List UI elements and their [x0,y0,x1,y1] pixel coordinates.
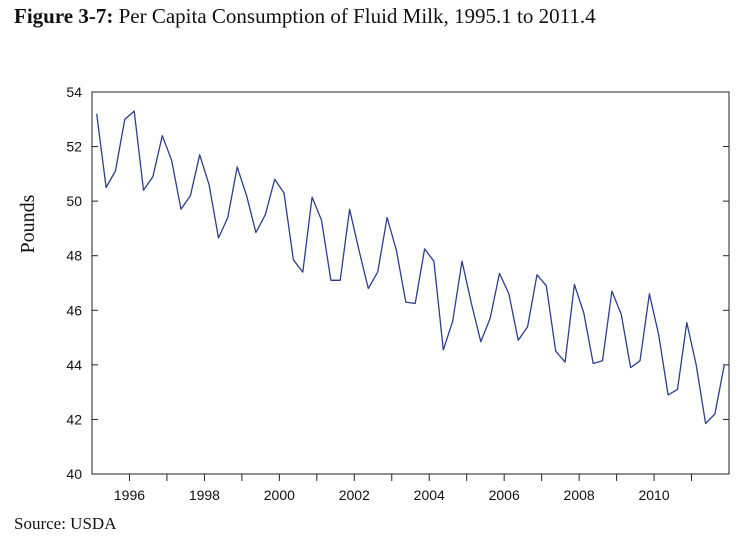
figure-label: Figure 3-7: [14,4,114,28]
x-tick-label: 1998 [189,487,220,503]
plot-frame [91,91,730,475]
y-axis-label: Pounds [17,194,39,253]
y-tick-label: 42 [66,411,82,427]
x-tick-label: 2002 [339,487,370,503]
y-tick-label: 44 [66,357,82,373]
x-tick-label: 1996 [114,487,145,503]
y-tick-label: 50 [66,193,82,209]
x-tick-label: 2006 [489,487,520,503]
figure-title-text: Per Capita Consumption of Fluid Milk, 19… [118,4,596,28]
x-tick-label: 2010 [638,487,669,503]
x-tick-label: 2000 [264,487,295,503]
y-tick-label: 46 [66,302,82,318]
y-tick-label: 52 [66,139,82,155]
y-tick-label: 48 [66,248,82,264]
source-note: Source: USDA [14,514,117,533]
x-tick-label: 2008 [564,487,595,503]
x-axis: 1996 1998 2000 2002 2004 2006 2008 2010 [114,474,693,503]
series-line [96,110,725,425]
y-axis: 40 42 44 46 48 50 52 54 [66,84,729,482]
y-tick-label: 40 [66,466,82,482]
y-tick-label: 54 [66,84,82,100]
figure-title: Figure 3-7: Per Capita Consumption of Fl… [14,4,596,29]
x-tick-label: 2004 [414,487,445,503]
series-group [96,110,725,425]
